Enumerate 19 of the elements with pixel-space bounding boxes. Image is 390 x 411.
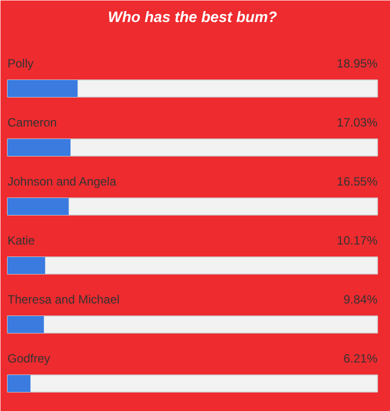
bar	[8, 316, 44, 333]
data-label: 18.95%	[336, 56, 378, 70]
y-tick-label: Johnson and Angela	[8, 174, 117, 188]
data-label: 17.03%	[336, 116, 378, 130]
bar	[8, 80, 78, 97]
chart-title: Who has the best bum?	[108, 9, 278, 26]
bar	[8, 198, 69, 215]
data-label: 10.17%	[336, 234, 378, 248]
y-tick-label: Cameron	[8, 116, 57, 130]
bar	[8, 139, 71, 156]
data-label: 9.84%	[343, 292, 378, 306]
y-tick-label: Polly	[8, 56, 34, 70]
data-label: 16.55%	[336, 174, 378, 188]
y-tick-label: Theresa and Michael	[8, 292, 120, 306]
y-tick-label: Godfrey	[8, 352, 50, 366]
y-tick-label: Katie	[8, 234, 36, 248]
bar	[8, 257, 46, 274]
bar	[8, 375, 30, 392]
data-label: 6.21%	[343, 352, 378, 366]
